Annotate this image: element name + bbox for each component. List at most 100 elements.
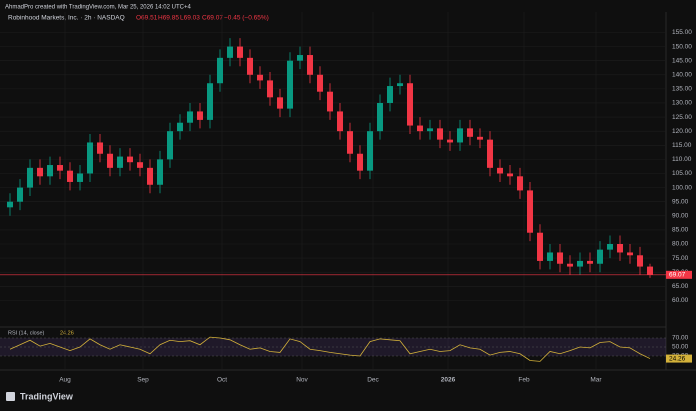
y-tick-label: 150.00 — [672, 43, 692, 50]
rsi-line — [9, 336, 651, 362]
y-tick-label: 75.00 — [672, 255, 689, 262]
legend-close: C69.07 — [202, 15, 223, 22]
candle-body — [187, 111, 193, 123]
candle-body — [227, 46, 233, 58]
x-tick-label: Sep — [137, 377, 149, 384]
candle-body — [137, 162, 143, 168]
credit: AhmadPro created with TradingView.com, M… — [5, 5, 191, 11]
y-tick-label: 50.00 — [672, 344, 689, 351]
candle-body — [47, 165, 53, 177]
brand: TradingView — [20, 391, 74, 401]
y-tick-label: 100.00 — [672, 184, 692, 191]
candle-body — [317, 74, 323, 92]
rsi-title: RSI (14, close) — [8, 330, 45, 336]
candle-body — [7, 201, 13, 208]
x-tick-label: Mar — [590, 377, 602, 384]
x-tick-label: Dec — [367, 377, 379, 384]
logo: TradingView — [6, 391, 74, 401]
candle-body — [567, 263, 573, 267]
y-tick-label: 125.00 — [672, 114, 692, 121]
y-tick-label: 95.00 — [672, 198, 689, 205]
candle-body — [257, 74, 263, 81]
y-tick-label: 70.00 — [672, 335, 689, 342]
candle-body — [367, 131, 373, 171]
y-tick-label: 80.00 — [672, 241, 689, 248]
candle-body — [67, 170, 73, 182]
candle-body — [477, 136, 483, 140]
x-tick-label: Nov — [296, 377, 308, 384]
candle-body — [537, 232, 543, 261]
candle-body — [637, 255, 643, 267]
candle-body — [597, 249, 603, 264]
candle-body — [197, 111, 203, 120]
x-tick-label: Oct — [217, 377, 227, 384]
candle-body — [387, 86, 393, 103]
y-tick-label: 65.00 — [672, 283, 689, 290]
candle-body — [57, 165, 63, 171]
candle-body — [347, 131, 353, 154]
candle-body — [157, 159, 163, 185]
candle-body — [577, 260, 583, 267]
candle-body — [547, 252, 553, 261]
y-tick-label: 120.00 — [672, 128, 692, 135]
candle-body — [417, 125, 423, 132]
y-tick-label: 60.00 — [672, 297, 689, 304]
symbol: Robinhood Markets, Inc. · 2h · NASDAQ — [8, 15, 125, 22]
candle-body — [447, 139, 453, 143]
last-price-label: 69.07 — [669, 272, 686, 279]
y-tick-label: 145.00 — [672, 57, 692, 64]
candle-body — [337, 111, 343, 132]
candle-body — [437, 128, 443, 140]
candle-body — [287, 60, 293, 109]
candle-body — [327, 91, 333, 112]
legend-high: H69.85 — [158, 15, 179, 22]
logo-icon — [6, 392, 15, 401]
candle-body — [607, 244, 613, 250]
candle-body — [307, 55, 313, 75]
candle-body — [247, 57, 253, 75]
candle-body — [427, 128, 433, 132]
y-tick-label: 110.00 — [672, 156, 692, 163]
y-tick-label: 130.00 — [672, 100, 692, 107]
candle-body — [107, 153, 113, 168]
y-tick-label: 90.00 — [672, 213, 689, 220]
candle-body — [207, 83, 213, 120]
y-tick-label: 105.00 — [672, 170, 692, 177]
y-tick-label: 115.00 — [672, 142, 692, 149]
legend-change: −0.45 (−0.65%) — [224, 15, 269, 22]
candle-body — [217, 57, 223, 84]
candle-body — [167, 131, 173, 160]
candle-body — [467, 128, 473, 137]
candle-body — [87, 142, 93, 174]
candle-body — [37, 167, 43, 177]
candle-body — [487, 139, 493, 168]
candle-body — [647, 266, 653, 275]
x-tick-label: 2026 — [441, 377, 456, 384]
y-tick-label: 85.00 — [672, 227, 689, 234]
candle-body — [617, 244, 623, 253]
y-tick-label: 155.00 — [672, 29, 692, 36]
candle-body — [497, 167, 503, 174]
candle-body — [587, 260, 593, 264]
y-tick-label: 140.00 — [672, 71, 692, 78]
candle-body — [127, 156, 133, 163]
x-tick-label: Feb — [518, 377, 530, 384]
candle-body — [117, 156, 123, 168]
candle-body — [17, 187, 23, 202]
y-tick-label: 135.00 — [672, 86, 692, 93]
last-price-box — [666, 270, 692, 279]
candle-body — [397, 83, 403, 87]
candle-body — [377, 102, 383, 132]
legend-open: O69.51 — [136, 15, 158, 22]
candle-body — [97, 142, 103, 154]
rsi-value: 24.26 — [60, 330, 74, 336]
candle-body — [407, 83, 413, 126]
rsi-value-box — [666, 354, 692, 363]
candle-body — [517, 176, 523, 191]
rsi-value-label: 24.26 — [669, 355, 686, 362]
candle-body — [177, 122, 183, 132]
candle-body — [457, 128, 463, 143]
